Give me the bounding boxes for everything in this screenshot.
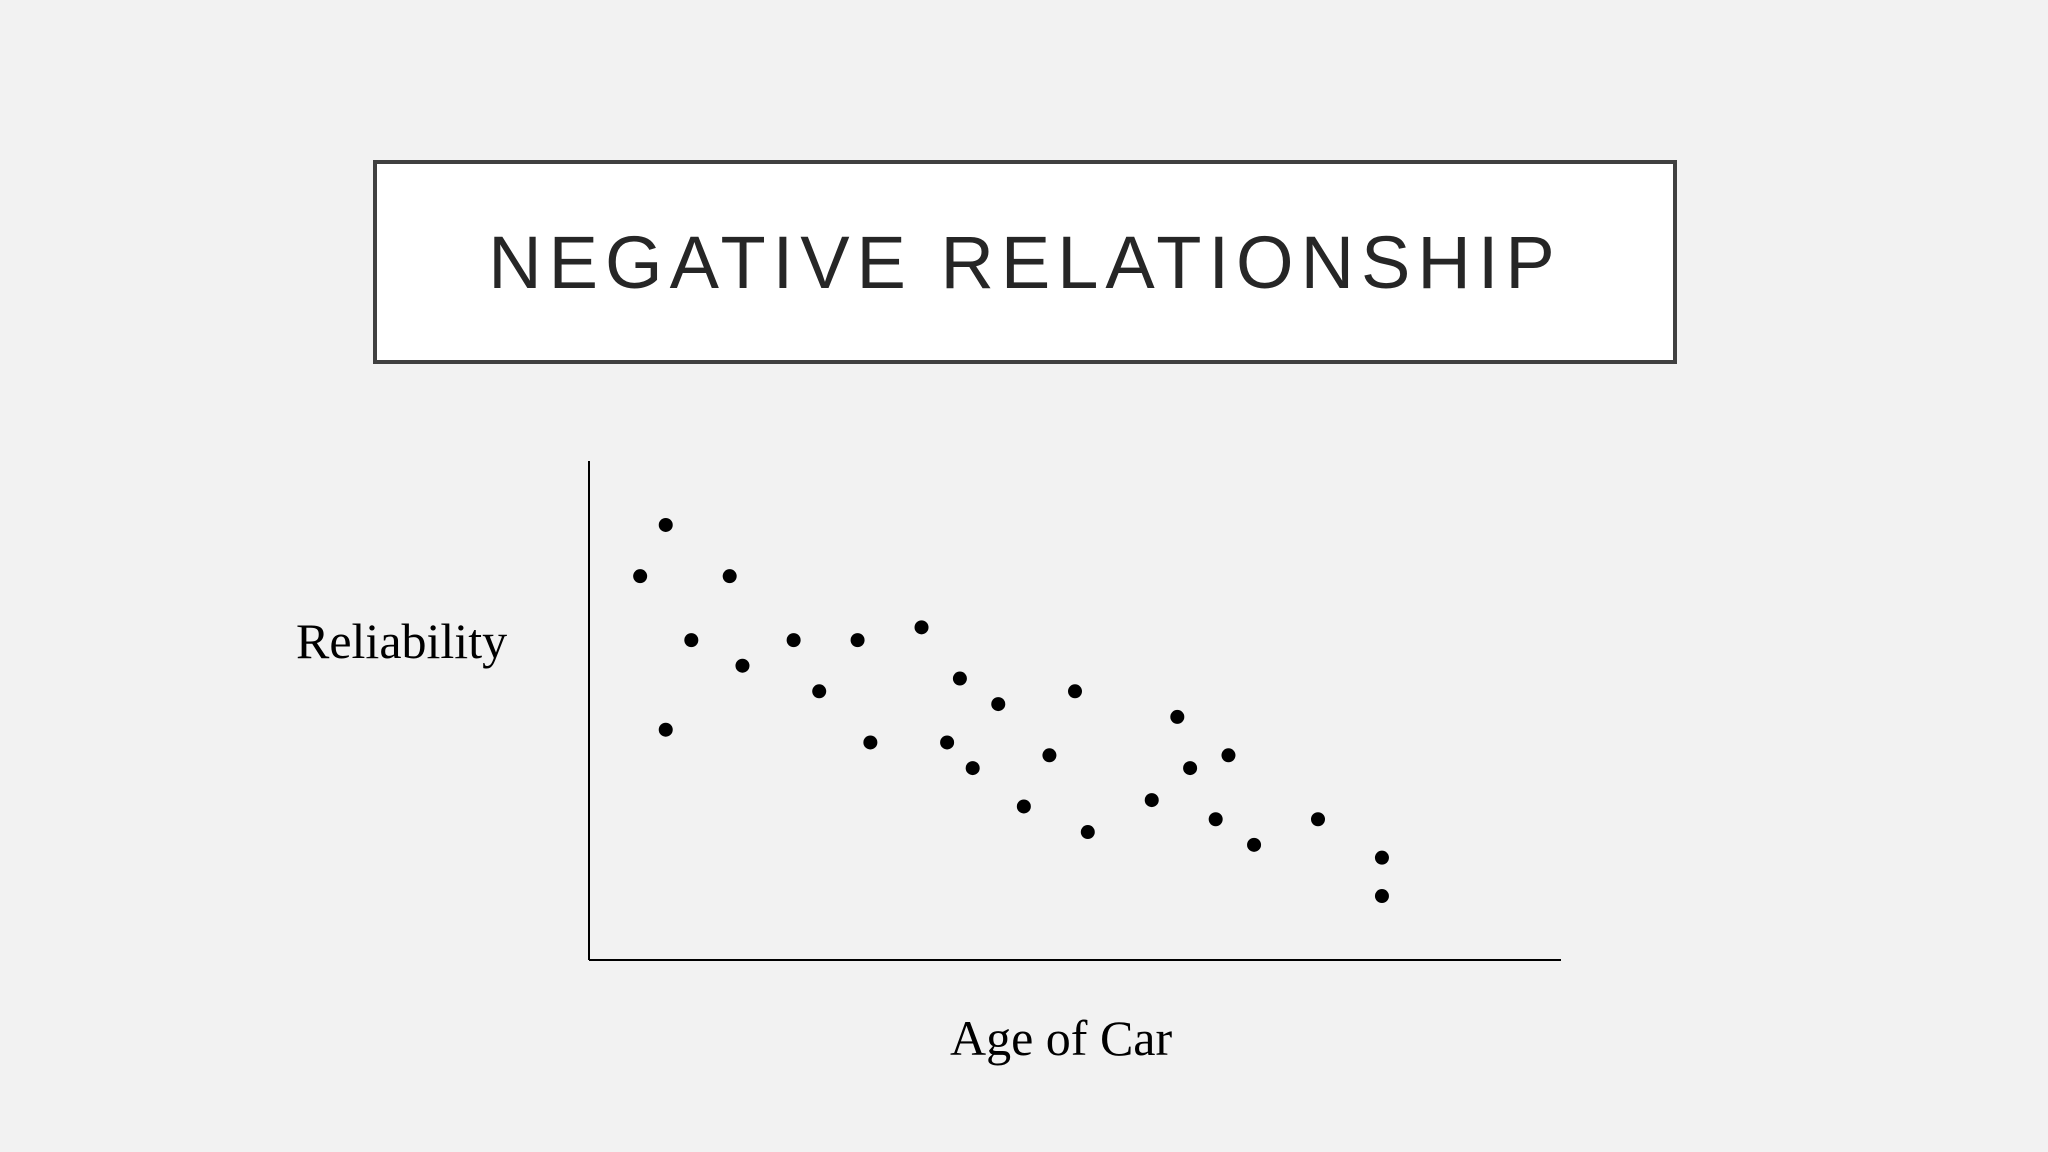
title-box: NEGATIVE RELATIONSHIP (373, 160, 1677, 364)
data-point (1374, 850, 1389, 865)
slide-title: NEGATIVE RELATIONSHIP (488, 220, 1562, 304)
data-point (1374, 889, 1389, 904)
data-point (1208, 812, 1223, 827)
data-point (658, 517, 673, 532)
data-point (658, 722, 673, 737)
data-point (940, 735, 955, 750)
data-point (812, 684, 827, 699)
data-point (914, 620, 929, 635)
data-point (991, 697, 1006, 712)
data-point (1183, 761, 1198, 776)
data-point (1247, 837, 1262, 852)
data-point (1170, 709, 1185, 724)
data-point (863, 735, 878, 750)
y-axis-label: Reliability (296, 613, 508, 669)
data-point (965, 761, 980, 776)
data-point (1221, 748, 1236, 763)
data-point (684, 633, 699, 648)
data-point (735, 658, 750, 673)
points-group (633, 517, 1389, 904)
x-axis-label: Age of Car (950, 1010, 1173, 1066)
data-point (1068, 684, 1082, 699)
data-point (786, 633, 801, 648)
data-point (1144, 793, 1159, 808)
data-point (1080, 825, 1095, 840)
data-point (1311, 812, 1325, 827)
data-point (1016, 799, 1031, 814)
data-point (633, 569, 648, 584)
data-point (850, 633, 865, 648)
data-point (722, 569, 737, 584)
data-point (952, 671, 967, 686)
data-point (1042, 748, 1057, 763)
